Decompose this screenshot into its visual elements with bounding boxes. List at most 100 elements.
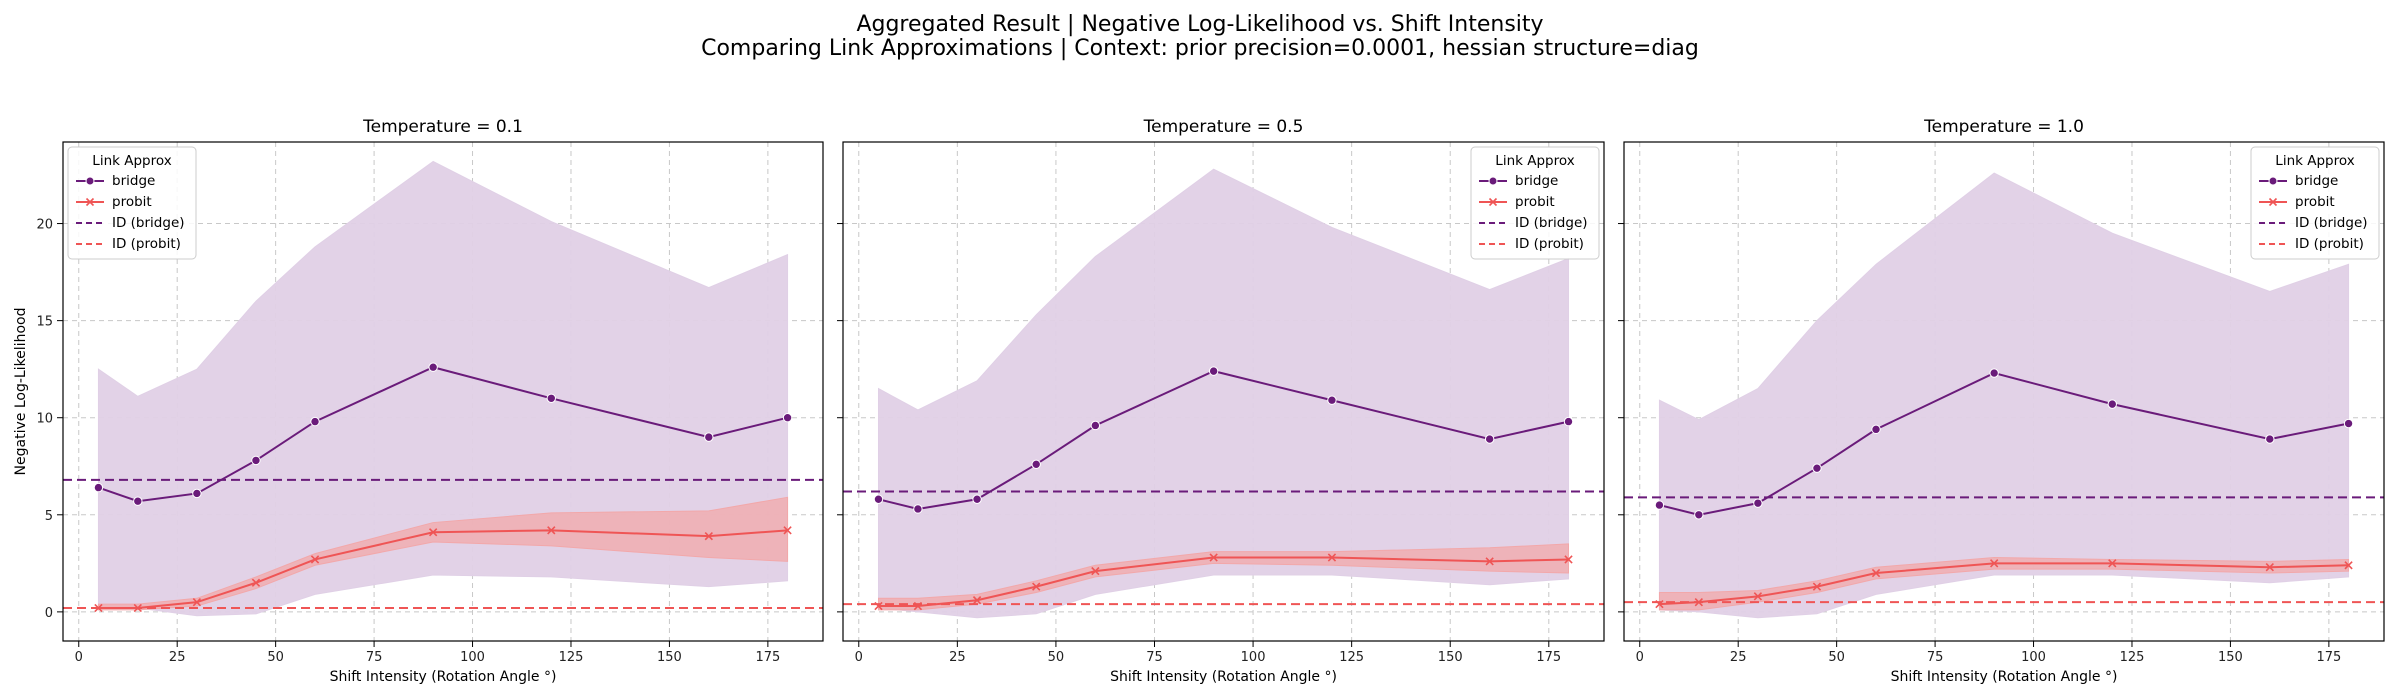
data-point-probit bbox=[1655, 599, 1664, 609]
figure-title-line-2: Comparing Link Approximations | Context:… bbox=[701, 36, 1699, 61]
data-point-bridge bbox=[2107, 399, 2117, 409]
data-point-bridge bbox=[310, 416, 320, 427]
data-point-probit bbox=[192, 598, 202, 607]
axes-frame bbox=[842, 141, 1605, 642]
y-tick-label: 10 bbox=[36, 412, 53, 427]
data-point-probit bbox=[913, 601, 923, 611]
legend-entry-label: ID (probit) bbox=[1515, 236, 1584, 252]
data-point-probit bbox=[547, 526, 556, 535]
x-tick-label: 100 bbox=[2021, 650, 2046, 665]
subplot-title: Temperature = 0.5 bbox=[1143, 117, 1304, 137]
data-point-probit bbox=[428, 528, 438, 537]
data-point-bridge bbox=[1989, 368, 1999, 378]
confidence-band-bridge bbox=[97, 160, 789, 617]
data-point-probit bbox=[133, 603, 142, 613]
data-point-probit bbox=[874, 601, 883, 611]
legend: Link Approx bridge probit ID (bridge) ID (pr… bbox=[1470, 146, 1600, 260]
data-point-probit bbox=[1753, 592, 1763, 601]
subplot-1: 0 25 50 75 100 125 150 175 0 5 10 15 20 Temperature =… bbox=[13, 117, 824, 685]
figure-title-line-1: Aggregated Result | Negative Log-Likelih… bbox=[856, 12, 1543, 37]
data-point-probit bbox=[1564, 555, 1573, 564]
x-tick-label: 75 bbox=[1927, 650, 1944, 665]
legend-box bbox=[67, 146, 197, 260]
x-axis-label: Shift Intensity (Rotation Angle °) bbox=[1110, 669, 1337, 685]
legend-entry-label: bridge bbox=[1515, 173, 1558, 189]
legend-marker-probit bbox=[1488, 197, 1498, 207]
data-point-bridge bbox=[873, 494, 884, 504]
legend-marker-bridge bbox=[1488, 176, 1498, 186]
x-tick-label: 0 bbox=[75, 650, 83, 665]
data-point-probit bbox=[972, 596, 982, 605]
data-point-probit bbox=[1327, 553, 1337, 562]
data-point-probit bbox=[2108, 559, 2117, 568]
data-point-bridge bbox=[1654, 500, 1665, 510]
axes-frame bbox=[62, 141, 824, 642]
confidence-band-bridge bbox=[877, 168, 1570, 619]
legend-entry-label: bridge bbox=[112, 173, 155, 189]
x-tick-label: 150 bbox=[2218, 650, 2243, 665]
legend-marker-probit bbox=[85, 197, 95, 207]
confidence-band-probit bbox=[97, 496, 789, 611]
x-tick-label: 125 bbox=[1339, 650, 1364, 665]
x-tick-label: 50 bbox=[1048, 650, 1065, 665]
x-tick-label: 100 bbox=[460, 650, 485, 665]
data-point-probit bbox=[2265, 563, 2274, 572]
data-point-bridge bbox=[1871, 424, 1881, 435]
x-tick-label: 100 bbox=[1241, 650, 1266, 665]
x-axis-label: Shift Intensity (Rotation Angle °) bbox=[330, 669, 557, 685]
data-point-bridge bbox=[1812, 463, 1822, 473]
legend-marker-probit bbox=[2268, 197, 2278, 207]
legend-entry-label: ID (bridge) bbox=[112, 215, 185, 231]
data-point-bridge bbox=[1208, 366, 1219, 376]
x-tick-label: 150 bbox=[1438, 650, 1463, 665]
legend-box bbox=[2250, 146, 2380, 260]
y-axis-label: Negative Log-Likelihood bbox=[13, 308, 29, 476]
x-tick-label: 50 bbox=[267, 650, 284, 665]
subplot-3: 0 25 50 75 100 125 150 175 Temperature = 1.0 Shif… bbox=[1618, 117, 2385, 685]
x-tick-label: 125 bbox=[2120, 650, 2145, 665]
x-tick-label: 150 bbox=[657, 650, 682, 665]
subplot-title: Temperature = 1.0 bbox=[1923, 117, 2084, 137]
data-point-bridge bbox=[1753, 498, 1763, 508]
data-point-bridge bbox=[2343, 418, 2354, 429]
data-point-bridge bbox=[1563, 416, 1574, 427]
subplot-panels: 0 25 50 75 100 125 150 175 0 5 10 15 20 Temperature =… bbox=[13, 117, 2385, 685]
data-point-bridge bbox=[1090, 420, 1101, 431]
data-point-probit bbox=[704, 531, 713, 541]
legend-title: Link Approx bbox=[92, 153, 171, 169]
x-tick-label: 175 bbox=[1536, 650, 1561, 665]
data-point-bridge bbox=[133, 496, 143, 506]
data-point-bridge bbox=[782, 413, 793, 423]
y-tick-label: 15 bbox=[36, 315, 53, 330]
data-point-bridge bbox=[1484, 434, 1495, 444]
data-point-probit bbox=[251, 578, 261, 587]
legend-marker-bridge bbox=[85, 176, 95, 186]
legend-title: Link Approx bbox=[1495, 153, 1574, 169]
data-point-probit bbox=[1871, 568, 1881, 578]
data-point-probit bbox=[1485, 557, 1494, 566]
legend-entry-label: probit bbox=[112, 194, 152, 210]
data-point-bridge bbox=[546, 393, 556, 403]
x-tick-label: 25 bbox=[169, 650, 186, 665]
data-point-bridge bbox=[913, 504, 923, 514]
data-point-bridge bbox=[2265, 434, 2275, 444]
data-point-probit bbox=[1209, 553, 1218, 562]
y-tick-label: 5 bbox=[45, 509, 53, 524]
legend-entry-label: ID (bridge) bbox=[2295, 215, 2368, 231]
data-point-probit bbox=[2344, 561, 2353, 570]
data-point-bridge bbox=[192, 488, 202, 499]
legend-entry-label: ID (bridge) bbox=[1515, 215, 1588, 231]
legend-entry-label: probit bbox=[1515, 194, 1555, 210]
y-tick-label: 0 bbox=[45, 606, 53, 621]
data-point-probit bbox=[1694, 598, 1703, 607]
x-tick-label: 175 bbox=[2316, 650, 2341, 665]
y-tick-label: 20 bbox=[36, 218, 53, 233]
axes-frame bbox=[1623, 141, 2385, 642]
x-tick-label: 125 bbox=[559, 650, 584, 665]
data-point-bridge bbox=[1694, 510, 1704, 520]
legend-entry-label: ID (probit) bbox=[112, 236, 181, 252]
legend: Link Approx bridge probit ID (bridge) ID (pr… bbox=[67, 146, 197, 260]
legend-entry-label: bridge bbox=[2295, 173, 2338, 189]
data-point-probit bbox=[1091, 566, 1100, 576]
data-point-probit bbox=[94, 603, 103, 613]
